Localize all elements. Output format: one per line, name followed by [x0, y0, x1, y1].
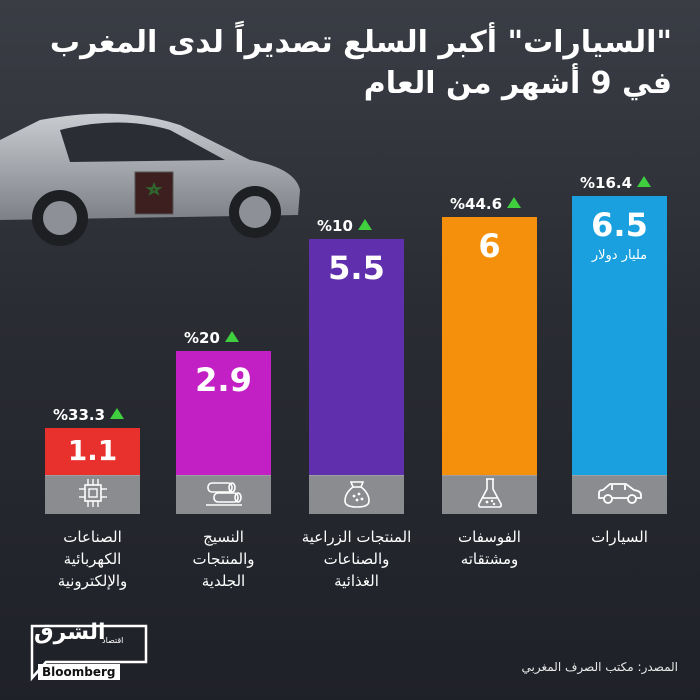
- source-note: المصدر: مكتب الصرف المغربي: [521, 660, 678, 674]
- bar-1: 1.1: [45, 427, 140, 475]
- value-label-2: 2.9: [195, 360, 252, 399]
- flask-icon: [472, 476, 508, 514]
- value-label-1: 1.1: [67, 433, 118, 467]
- category-label-line: الجلدية: [201, 571, 246, 590]
- category-label-line: السيارات: [591, 528, 648, 546]
- logo-arabic-text: الشرق: [34, 620, 106, 645]
- category-label-line: المنتجات الزراعية: [301, 528, 412, 546]
- growth-value: %33.3: [53, 405, 106, 424]
- bar-3: 5.5: [309, 238, 404, 475]
- category-label-2: النسيج والمنتجات الجلدية: [154, 527, 293, 592]
- category-label-1: الصناعات الكهربائية والإلكترونية: [23, 527, 162, 592]
- fabric-rolls-icon: [202, 477, 246, 513]
- logo-bloomberg-text: Bloomberg: [38, 664, 120, 680]
- category-label-line: ومشتقاته: [460, 549, 519, 568]
- growth-value: %10: [317, 216, 353, 235]
- title-line-2: في 9 أشهر من العام: [363, 66, 672, 102]
- category-label-4: الفوسفات ومشتقاته: [420, 527, 559, 571]
- category-label-line: الكهربائية: [63, 549, 122, 568]
- bar-5: 6.5 مليار دولار: [572, 196, 667, 475]
- category-label-line: النسيج: [203, 528, 244, 546]
- up-arrow-icon: [224, 330, 239, 342]
- grain-sack-icon-box: [309, 475, 404, 514]
- growth-label-4: %44.6: [450, 195, 522, 214]
- grain-sack-icon: [337, 476, 377, 514]
- chip-icon-box: [45, 475, 140, 514]
- category-label-line: والمنتجات: [192, 549, 255, 568]
- growth-value: %16.4: [580, 174, 633, 192]
- unit-label: مليار دولار: [591, 248, 648, 263]
- category-label-line: الصناعات: [63, 528, 122, 546]
- chart-title: "السيارات" أكبر السلع تصديراً لدى المغرب…: [32, 22, 672, 105]
- logo-subtitle: اقتصاد: [102, 636, 124, 645]
- chip-icon: [73, 477, 113, 513]
- value-label-5: 6.5: [591, 206, 648, 244]
- growth-label-2: %20: [184, 329, 239, 347]
- fabric-rolls-icon-box: [176, 475, 271, 514]
- category-label-3: المنتجات الزراعية والصناعات الغذائية: [287, 527, 426, 592]
- up-arrow-icon: [357, 218, 372, 230]
- car-icon: [595, 478, 645, 512]
- up-arrow-icon: [637, 176, 652, 187]
- up-arrow-icon: [110, 407, 125, 419]
- category-label-line: الغذائية: [334, 571, 379, 590]
- value-label-4: 6: [478, 227, 501, 266]
- growth-label-3: %10: [317, 217, 372, 235]
- category-label-line: والصناعات: [323, 549, 390, 568]
- up-arrow-icon: [507, 197, 522, 209]
- background-car-image: [0, 113, 300, 246]
- growth-value: %20: [184, 328, 220, 347]
- growth-label-5: %16.4: [580, 174, 652, 192]
- bar-4: 6: [442, 217, 537, 475]
- growth-value: %44.6: [450, 195, 503, 214]
- value-label-3: 5.5: [328, 248, 385, 287]
- category-label-5: السيارات: [550, 527, 689, 549]
- category-label-line: الفوسفات: [458, 528, 521, 546]
- title-line-1: "السيارات" أكبر السلع تصديراً لدى المغرب: [49, 25, 672, 60]
- asharq-bloomberg-logo: [30, 624, 148, 682]
- flask-icon-box: [442, 475, 537, 514]
- growth-label-1: %33.3: [53, 405, 125, 424]
- bar-2: 2.9: [176, 350, 271, 475]
- category-label-line: والإلكترونية: [57, 571, 128, 590]
- car-icon-box: [572, 475, 667, 514]
